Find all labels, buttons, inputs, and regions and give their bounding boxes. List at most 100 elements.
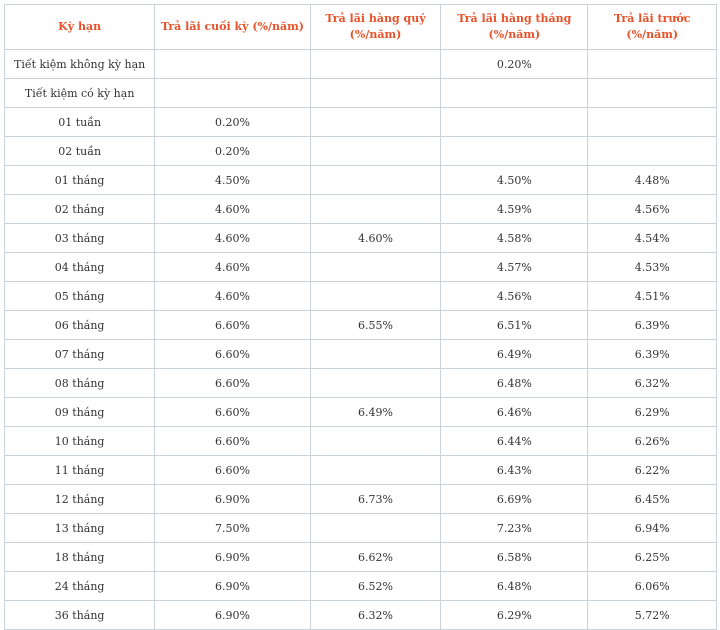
prepaid-cell: 6.25% (587, 542, 717, 572)
table-row: 02 tuần 0.20% (3, 136, 717, 166)
table-row: 09 tháng 6.60% 6.49% 6.46% 6.29% (3, 397, 717, 427)
monthly-cell: 6.69% (440, 484, 589, 514)
monthly-cell: 0.20% (440, 49, 589, 79)
term-cell: 03 tháng (3, 223, 156, 253)
monthly-cell: 4.56% (440, 281, 589, 311)
monthly-cell: 6.46% (440, 397, 589, 427)
table-body: Tiết kiệm không kỳ hạn 0.20% Tiết kiệm có … (3, 49, 717, 630)
prepaid-cell: 6.22% (587, 455, 717, 485)
end-of-term-cell (154, 78, 311, 108)
table-row: 08 tháng 6.60% 6.48% 6.32% (3, 368, 717, 398)
table-row: 18 tháng 6.90% 6.62% 6.58% 6.25% (3, 542, 717, 572)
monthly-cell: 6.43% (440, 455, 589, 485)
end-of-term-cell: 0.20% (154, 136, 311, 166)
term-cell: 18 tháng (3, 542, 156, 572)
header-term: Kỳ hạn (3, 4, 156, 50)
quarterly-cell (309, 281, 442, 311)
monthly-cell: 4.57% (440, 252, 589, 282)
interest-rate-table: Kỳ hạn Trả lãi cuối kỳ (%/năm) Trả lãi h… (3, 4, 717, 630)
quarterly-cell (309, 252, 442, 282)
monthly-cell: 6.51% (440, 310, 589, 340)
term-cell: Tiết kiệm không kỳ hạn (3, 49, 156, 79)
quarterly-cell (309, 426, 442, 456)
prepaid-cell: 4.54% (587, 223, 717, 253)
table-header: Kỳ hạn Trả lãi cuối kỳ (%/năm) Trả lãi h… (3, 4, 717, 50)
term-cell: 10 tháng (3, 426, 156, 456)
monthly-cell: 6.48% (440, 368, 589, 398)
prepaid-cell: 6.94% (587, 513, 717, 543)
table-row: 13 tháng 7.50% 7.23% 6.94% (3, 513, 717, 543)
quarterly-cell: 6.73% (309, 484, 442, 514)
quarterly-cell (309, 136, 442, 166)
quarterly-cell (309, 49, 442, 79)
prepaid-cell: 6.39% (587, 310, 717, 340)
table-row: 24 tháng 6.90% 6.52% 6.48% 6.06% (3, 571, 717, 601)
end-of-term-cell: 6.60% (154, 310, 311, 340)
monthly-cell (440, 78, 589, 108)
term-cell: 11 tháng (3, 455, 156, 485)
quarterly-cell: 6.62% (309, 542, 442, 572)
prepaid-cell (587, 49, 717, 79)
term-cell: 05 tháng (3, 281, 156, 311)
prepaid-cell: 6.39% (587, 339, 717, 369)
quarterly-cell (309, 107, 442, 137)
quarterly-cell (309, 513, 442, 543)
prepaid-cell: 4.48% (587, 165, 717, 195)
end-of-term-cell: 6.90% (154, 484, 311, 514)
monthly-cell: 6.58% (440, 542, 589, 572)
header-prepaid: Trả lãi trước (%/năm) (587, 4, 717, 50)
monthly-cell: 4.50% (440, 165, 589, 195)
prepaid-cell (587, 78, 717, 108)
end-of-term-cell: 4.50% (154, 165, 311, 195)
prepaid-cell: 4.51% (587, 281, 717, 311)
prepaid-cell: 6.32% (587, 368, 717, 398)
table-row: 01 tháng 4.50% 4.50% 4.48% (3, 165, 717, 195)
end-of-term-cell: 6.60% (154, 339, 311, 369)
end-of-term-cell: 0.20% (154, 107, 311, 137)
term-cell: 01 tháng (3, 165, 156, 195)
table-row: 12 tháng 6.90% 6.73% 6.69% 6.45% (3, 484, 717, 514)
end-of-term-cell: 6.60% (154, 426, 311, 456)
table-row: 36 tháng 6.90% 6.32% 6.29% 5.72% (3, 600, 717, 630)
quarterly-cell: 4.60% (309, 223, 442, 253)
header-end-of-term: Trả lãi cuối kỳ (%/năm) (154, 4, 311, 50)
prepaid-cell: 4.53% (587, 252, 717, 282)
table-row: 11 tháng 6.60% 6.43% 6.22% (3, 455, 717, 485)
quarterly-cell: 6.49% (309, 397, 442, 427)
table-row: 03 tháng 4.60% 4.60% 4.58% 4.54% (3, 223, 717, 253)
quarterly-cell: 6.32% (309, 600, 442, 630)
term-cell: 36 tháng (3, 600, 156, 630)
end-of-term-cell (154, 49, 311, 79)
end-of-term-cell: 4.60% (154, 223, 311, 253)
quarterly-cell (309, 194, 442, 224)
term-cell: 12 tháng (3, 484, 156, 514)
table-row: Tiết kiệm có kỳ hạn (3, 78, 717, 108)
term-cell: 09 tháng (3, 397, 156, 427)
term-cell: 06 tháng (3, 310, 156, 340)
term-cell: 24 tháng (3, 571, 156, 601)
table-row: 05 tháng 4.60% 4.56% 4.51% (3, 281, 717, 311)
quarterly-cell (309, 455, 442, 485)
monthly-cell: 6.48% (440, 571, 589, 601)
prepaid-cell (587, 136, 717, 166)
header-monthly: Trả lãi hàng tháng (%/năm) (440, 4, 589, 50)
term-cell: 01 tuần (3, 107, 156, 137)
term-cell: 04 tháng (3, 252, 156, 282)
monthly-cell: 4.58% (440, 223, 589, 253)
quarterly-cell (309, 368, 442, 398)
term-cell: 07 tháng (3, 339, 156, 369)
prepaid-cell: 4.56% (587, 194, 717, 224)
table-row: 10 tháng 6.60% 6.44% 6.26% (3, 426, 717, 456)
end-of-term-cell: 6.90% (154, 600, 311, 630)
table-row: Tiết kiệm không kỳ hạn 0.20% (3, 49, 717, 79)
monthly-cell: 6.44% (440, 426, 589, 456)
end-of-term-cell: 4.60% (154, 194, 311, 224)
term-cell: Tiết kiệm có kỳ hạn (3, 78, 156, 108)
monthly-cell: 6.29% (440, 600, 589, 630)
term-cell: 02 tháng (3, 194, 156, 224)
monthly-cell: 4.59% (440, 194, 589, 224)
quarterly-cell (309, 339, 442, 369)
quarterly-cell: 6.55% (309, 310, 442, 340)
prepaid-cell: 6.06% (587, 571, 717, 601)
monthly-cell: 6.49% (440, 339, 589, 369)
